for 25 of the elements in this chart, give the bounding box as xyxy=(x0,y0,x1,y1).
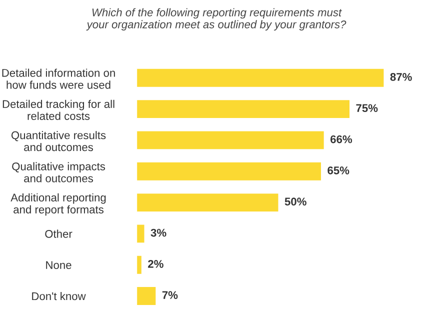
bar xyxy=(136,254,143,276)
data-label: 7% xyxy=(162,291,178,299)
data-label: 66% xyxy=(330,135,352,144)
bar xyxy=(136,223,146,244)
data-label: 3% xyxy=(150,228,166,237)
data-label: 75% xyxy=(356,104,378,112)
data-label: 87% xyxy=(390,73,412,81)
y-tick-label: Additional reporting and report formats xyxy=(10,193,106,216)
bar xyxy=(136,68,386,88)
y-tick-label: Quantitative results and outcomes xyxy=(11,131,106,152)
bar xyxy=(136,130,326,151)
bar xyxy=(136,286,158,306)
bar xyxy=(136,192,280,213)
y-tick-label: Don't know xyxy=(32,292,86,300)
data-label: 2% xyxy=(148,260,164,268)
y-tick-label: Other xyxy=(45,230,72,238)
y-tick-label: Detailed information on how funds were used xyxy=(2,68,115,89)
bar xyxy=(136,98,351,120)
y-tick-label: Qualitative impacts and outcomes xyxy=(12,162,106,182)
data-label: 50% xyxy=(284,198,306,206)
y-tick-label: None xyxy=(46,261,72,269)
y-tick-label: Detailed tracking for all related costs xyxy=(2,100,114,120)
chart-title: Which of the following reporting requirements must your organization meet as outlined by your grantors? xyxy=(86,8,346,31)
data-label: 65% xyxy=(328,166,350,174)
bar xyxy=(136,161,322,182)
